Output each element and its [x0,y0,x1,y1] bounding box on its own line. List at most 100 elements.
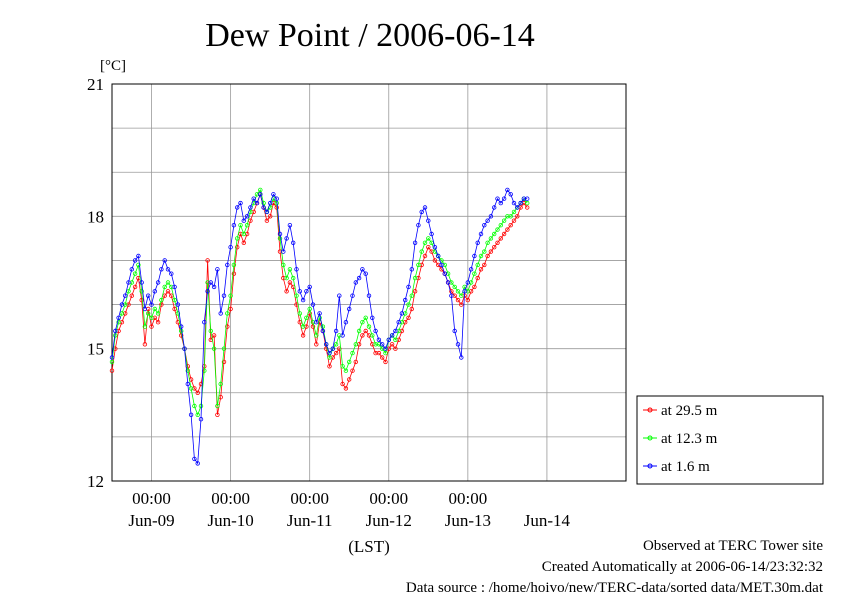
data-point [498,222,503,228]
data-point [142,342,148,347]
legend: at 29.5 m at 12.3 m at 1.6 m [643,403,718,475]
data-point [452,284,457,290]
data-point [132,258,138,263]
data-point [478,231,484,237]
data-point [459,355,464,360]
data-point [208,280,213,285]
data-point [142,306,148,312]
data-point [314,320,319,325]
data-point [231,271,237,276]
data-point [449,293,454,298]
data-point [525,205,530,210]
data-point [356,328,362,334]
data-point [221,293,227,298]
data-point [432,244,438,250]
data-point [208,328,213,334]
x-date-tick-label: Jun-10 [207,511,253,530]
data-point [244,214,250,219]
data-point [304,315,309,320]
data-point [241,240,246,245]
data-point [271,192,276,197]
data-point [307,306,312,312]
data-point [225,262,230,268]
x-date-tick-label: Jun-14 [524,511,571,530]
data-point [495,240,500,245]
data-point [198,417,204,422]
data-point [492,231,497,237]
data-point [172,284,177,290]
data-point [284,236,289,241]
data-point [297,311,302,316]
data-point [399,320,405,325]
data-point [505,227,510,232]
data-point [422,253,428,259]
data-point [277,231,283,237]
plot-frame [111,83,627,482]
data-point [178,333,184,338]
y-axis-label: [°C] [100,58,126,74]
data-point [268,200,273,206]
data-point [449,289,454,294]
data-point [320,324,326,329]
data-point [195,390,200,395]
data-point [261,205,266,210]
data-point [149,315,154,320]
data-point [360,333,365,338]
data-point [172,297,177,303]
data-point [455,342,461,347]
data-point [511,200,517,206]
data-point [281,262,286,268]
data-point [462,289,467,294]
chart-title: Dew Point / 2006-06-14 [205,17,535,54]
data-point [228,293,233,298]
data-point [370,315,375,320]
data-point [412,275,418,281]
data-point [485,218,490,223]
data-point [403,297,408,303]
data-point [525,200,530,206]
data-point [287,222,293,228]
data-point [422,240,428,245]
data-point [492,205,497,210]
x-date-tick-label: Jun-11 [287,511,333,530]
data-point [195,461,200,466]
data-point [234,205,240,210]
data-point [215,267,220,272]
data-point [353,280,358,285]
data-point [149,324,154,329]
data-point [192,456,197,462]
data-point [501,196,507,201]
data-point [291,275,296,281]
data-point [482,262,487,268]
data-point [327,364,332,369]
x-time-tick-label: 00:00 [369,489,408,508]
data-point [159,267,164,272]
data-point [300,324,306,329]
data-point [337,293,342,298]
y-tick-label: 18 [87,207,104,226]
data-point [175,311,181,316]
data-point [277,236,283,241]
data-point [136,253,141,259]
x-date-tick-label: Jun-09 [128,511,174,530]
data-point [468,267,474,272]
data-point [455,297,461,303]
data-point [185,381,190,387]
data-point [264,218,270,223]
data-point [109,355,115,360]
data-point [238,200,243,206]
data-point [475,275,480,281]
data-point [139,289,144,294]
data-point [317,311,322,316]
x-time-tick-label: 00:00 [290,489,329,508]
data-point [234,236,240,241]
x-date-tick-label: Jun-13 [445,511,491,530]
data-point [211,284,217,290]
data-point [254,200,260,206]
data-point [297,289,302,294]
data-point [152,306,157,312]
data-point [366,324,372,329]
data-point [195,412,200,417]
data-point [426,244,431,250]
